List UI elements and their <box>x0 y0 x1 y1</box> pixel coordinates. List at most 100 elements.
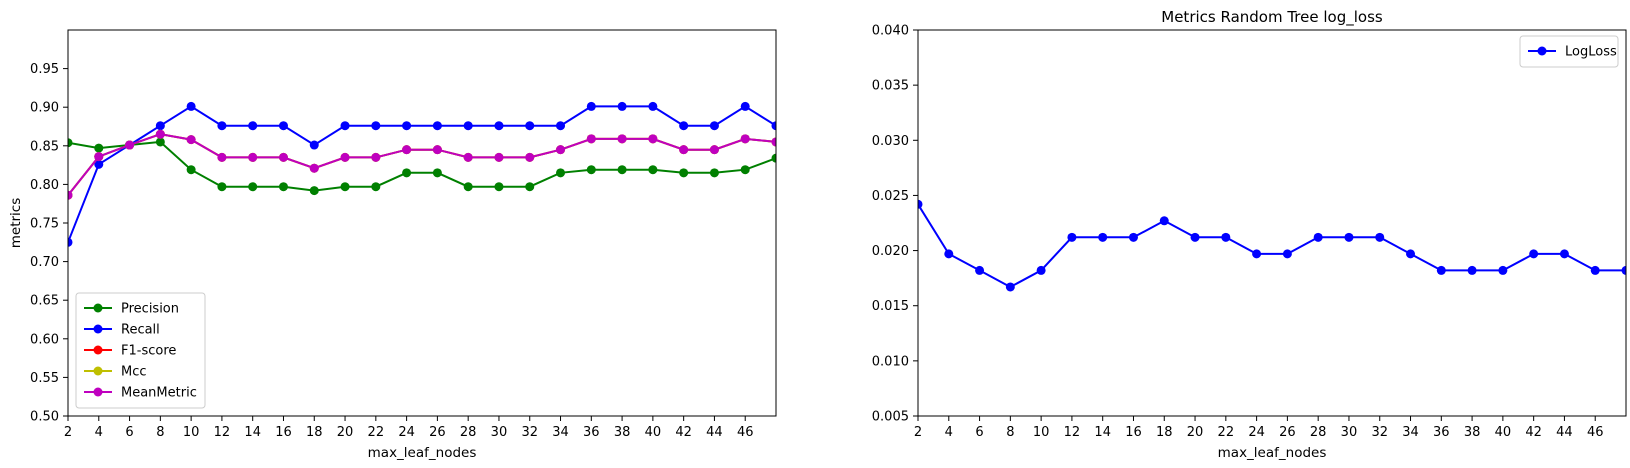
x-tick-label: 16 <box>275 425 292 440</box>
x-tick-label: 28 <box>1310 425 1327 440</box>
data-point <box>371 152 381 162</box>
x-tick-label: 4 <box>945 425 953 440</box>
legend-label: Mcc <box>121 365 147 380</box>
data-point <box>155 137 165 147</box>
data-point <box>463 182 473 192</box>
data-point <box>155 121 165 131</box>
data-point <box>525 121 535 131</box>
x-tick-label: 6 <box>975 425 983 440</box>
legend-marker <box>93 303 103 313</box>
data-point <box>186 165 196 175</box>
series-line-precision <box>68 140 776 192</box>
x-tick-label: 36 <box>583 425 600 440</box>
y-axis-label: metrics <box>8 198 24 249</box>
data-point <box>1559 249 1569 259</box>
x-tick-label: 22 <box>1218 425 1235 440</box>
y-tick-label: 0.60 <box>30 332 59 347</box>
legend-box <box>75 292 206 409</box>
data-point <box>679 145 689 155</box>
data-point <box>278 152 288 162</box>
data-point <box>556 168 566 178</box>
y-tick-label: 0.020 <box>872 244 909 259</box>
x-axis-label: max_leaf_nodes <box>1218 445 1327 461</box>
data-point <box>68 237 73 247</box>
metrics-chart: 2 4 6 8 10 12 14 16 18 20 22 24 26 28 30 32 34 36 38 40 42 44… <box>8 29 777 461</box>
x-tick-label: 14 <box>244 425 261 440</box>
data-point <box>771 153 776 163</box>
data-point <box>432 145 442 155</box>
data-point <box>248 121 258 131</box>
y-tick-label: 0.025 <box>872 189 909 204</box>
data-point <box>309 163 319 173</box>
data-point <box>1221 232 1231 242</box>
logloss-chart: 2 4 6 8 10 12 14 16 18 20 22 24 26 28 30 32 34 36 38 40 42 44… <box>872 8 1627 461</box>
data-point <box>155 129 165 139</box>
x-tick-label: 40 <box>1495 425 1512 440</box>
data-point <box>918 199 923 209</box>
data-point <box>740 101 750 111</box>
legend-label: LogLoss <box>1565 45 1617 60</box>
x-tick-label: 38 <box>1464 425 1481 440</box>
y-tick-label: 0.015 <box>872 299 909 314</box>
x-tick-label: 38 <box>614 425 631 440</box>
data-point <box>586 165 596 175</box>
y-tick-label: 0.90 <box>30 101 59 116</box>
data-point <box>494 152 504 162</box>
data-point <box>617 165 627 175</box>
data-point <box>1344 232 1354 242</box>
data-point <box>248 182 258 192</box>
legend: LogLoss <box>1519 35 1619 68</box>
x-tick-label: 34 <box>552 425 569 440</box>
data-point <box>556 121 566 131</box>
data-point <box>709 145 719 155</box>
plot-area <box>918 199 1626 292</box>
data-point <box>340 121 350 131</box>
x-tick-label: 32 <box>521 425 538 440</box>
data-point <box>68 138 73 148</box>
data-point <box>1190 232 1200 242</box>
legend-marker <box>93 387 103 397</box>
x-tick-label: 18 <box>1156 425 1173 440</box>
legend-label: MeanMetric <box>121 386 197 401</box>
data-point <box>432 121 442 131</box>
series-line-f1-score <box>68 133 776 196</box>
data-point <box>617 134 627 144</box>
x-tick-label: 32 <box>1371 425 1388 440</box>
data-point <box>217 182 227 192</box>
data-point <box>648 134 658 144</box>
data-point <box>217 152 227 162</box>
data-point <box>186 135 196 145</box>
y-tick-label: 0.010 <box>872 354 909 369</box>
legend-marker <box>93 366 103 376</box>
data-point <box>1406 249 1416 259</box>
y-tick-label: 0.95 <box>30 62 59 77</box>
x-tick-label: 6 <box>125 425 133 440</box>
data-point <box>494 121 504 131</box>
data-point <box>217 121 227 131</box>
data-point <box>278 121 288 131</box>
legend-label: Recall <box>121 323 160 338</box>
data-point <box>679 121 689 131</box>
data-point <box>1252 249 1262 259</box>
legend: Precision Recall F1-score Mcc MeanMetric <box>75 292 206 409</box>
data-point <box>463 152 473 162</box>
x-tick-label: 44 <box>1556 425 1573 440</box>
x-tick-label: 12 <box>1064 425 1081 440</box>
data-point <box>248 152 258 162</box>
legend-label: Precision <box>121 302 179 317</box>
data-point <box>125 140 135 150</box>
data-point <box>1128 232 1138 242</box>
y-tick-label: 0.75 <box>30 217 59 232</box>
y-tick-label: 0.85 <box>30 139 59 154</box>
data-point <box>402 121 412 131</box>
data-point <box>740 134 750 144</box>
x-tick-label: 46 <box>737 425 754 440</box>
series-line-meanmetric <box>68 133 776 196</box>
y-tick-label: 0.035 <box>872 79 909 94</box>
data-point <box>278 182 288 192</box>
x-tick-label: 26 <box>429 425 446 440</box>
data-point <box>340 182 350 192</box>
x-tick-label: 40 <box>645 425 662 440</box>
data-point <box>1498 265 1508 275</box>
